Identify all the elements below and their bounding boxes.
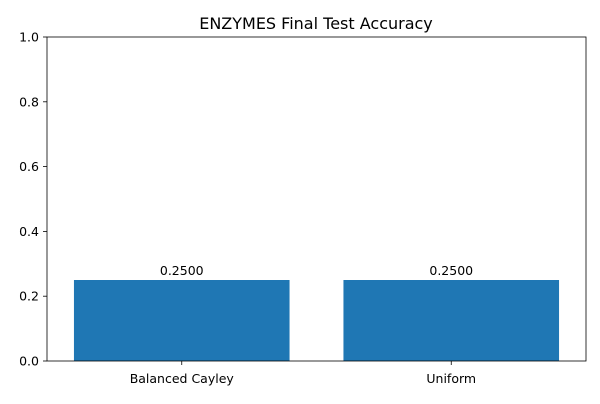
y-tick-label: 0.2 [19,289,39,304]
plot-frame [46,36,587,362]
chart-title: ENZYMES Final Test Accuracy [199,14,433,33]
x-tick-label: Uniform [426,371,476,386]
y-tick-label: 0.6 [19,159,39,174]
bar-balanced-cayley [73,280,290,361]
data-label: 0.2500 [429,263,473,278]
y-tick-label: 0.8 [19,94,39,109]
y-tick-label: 0.4 [19,224,39,239]
data-label: 0.2500 [160,263,204,278]
bar-uniform [343,280,560,361]
x-tick-label: Balanced Cayley [130,371,235,386]
y-tick-label: 1.0 [19,30,39,45]
y-tick-label: 0.0 [19,354,39,369]
